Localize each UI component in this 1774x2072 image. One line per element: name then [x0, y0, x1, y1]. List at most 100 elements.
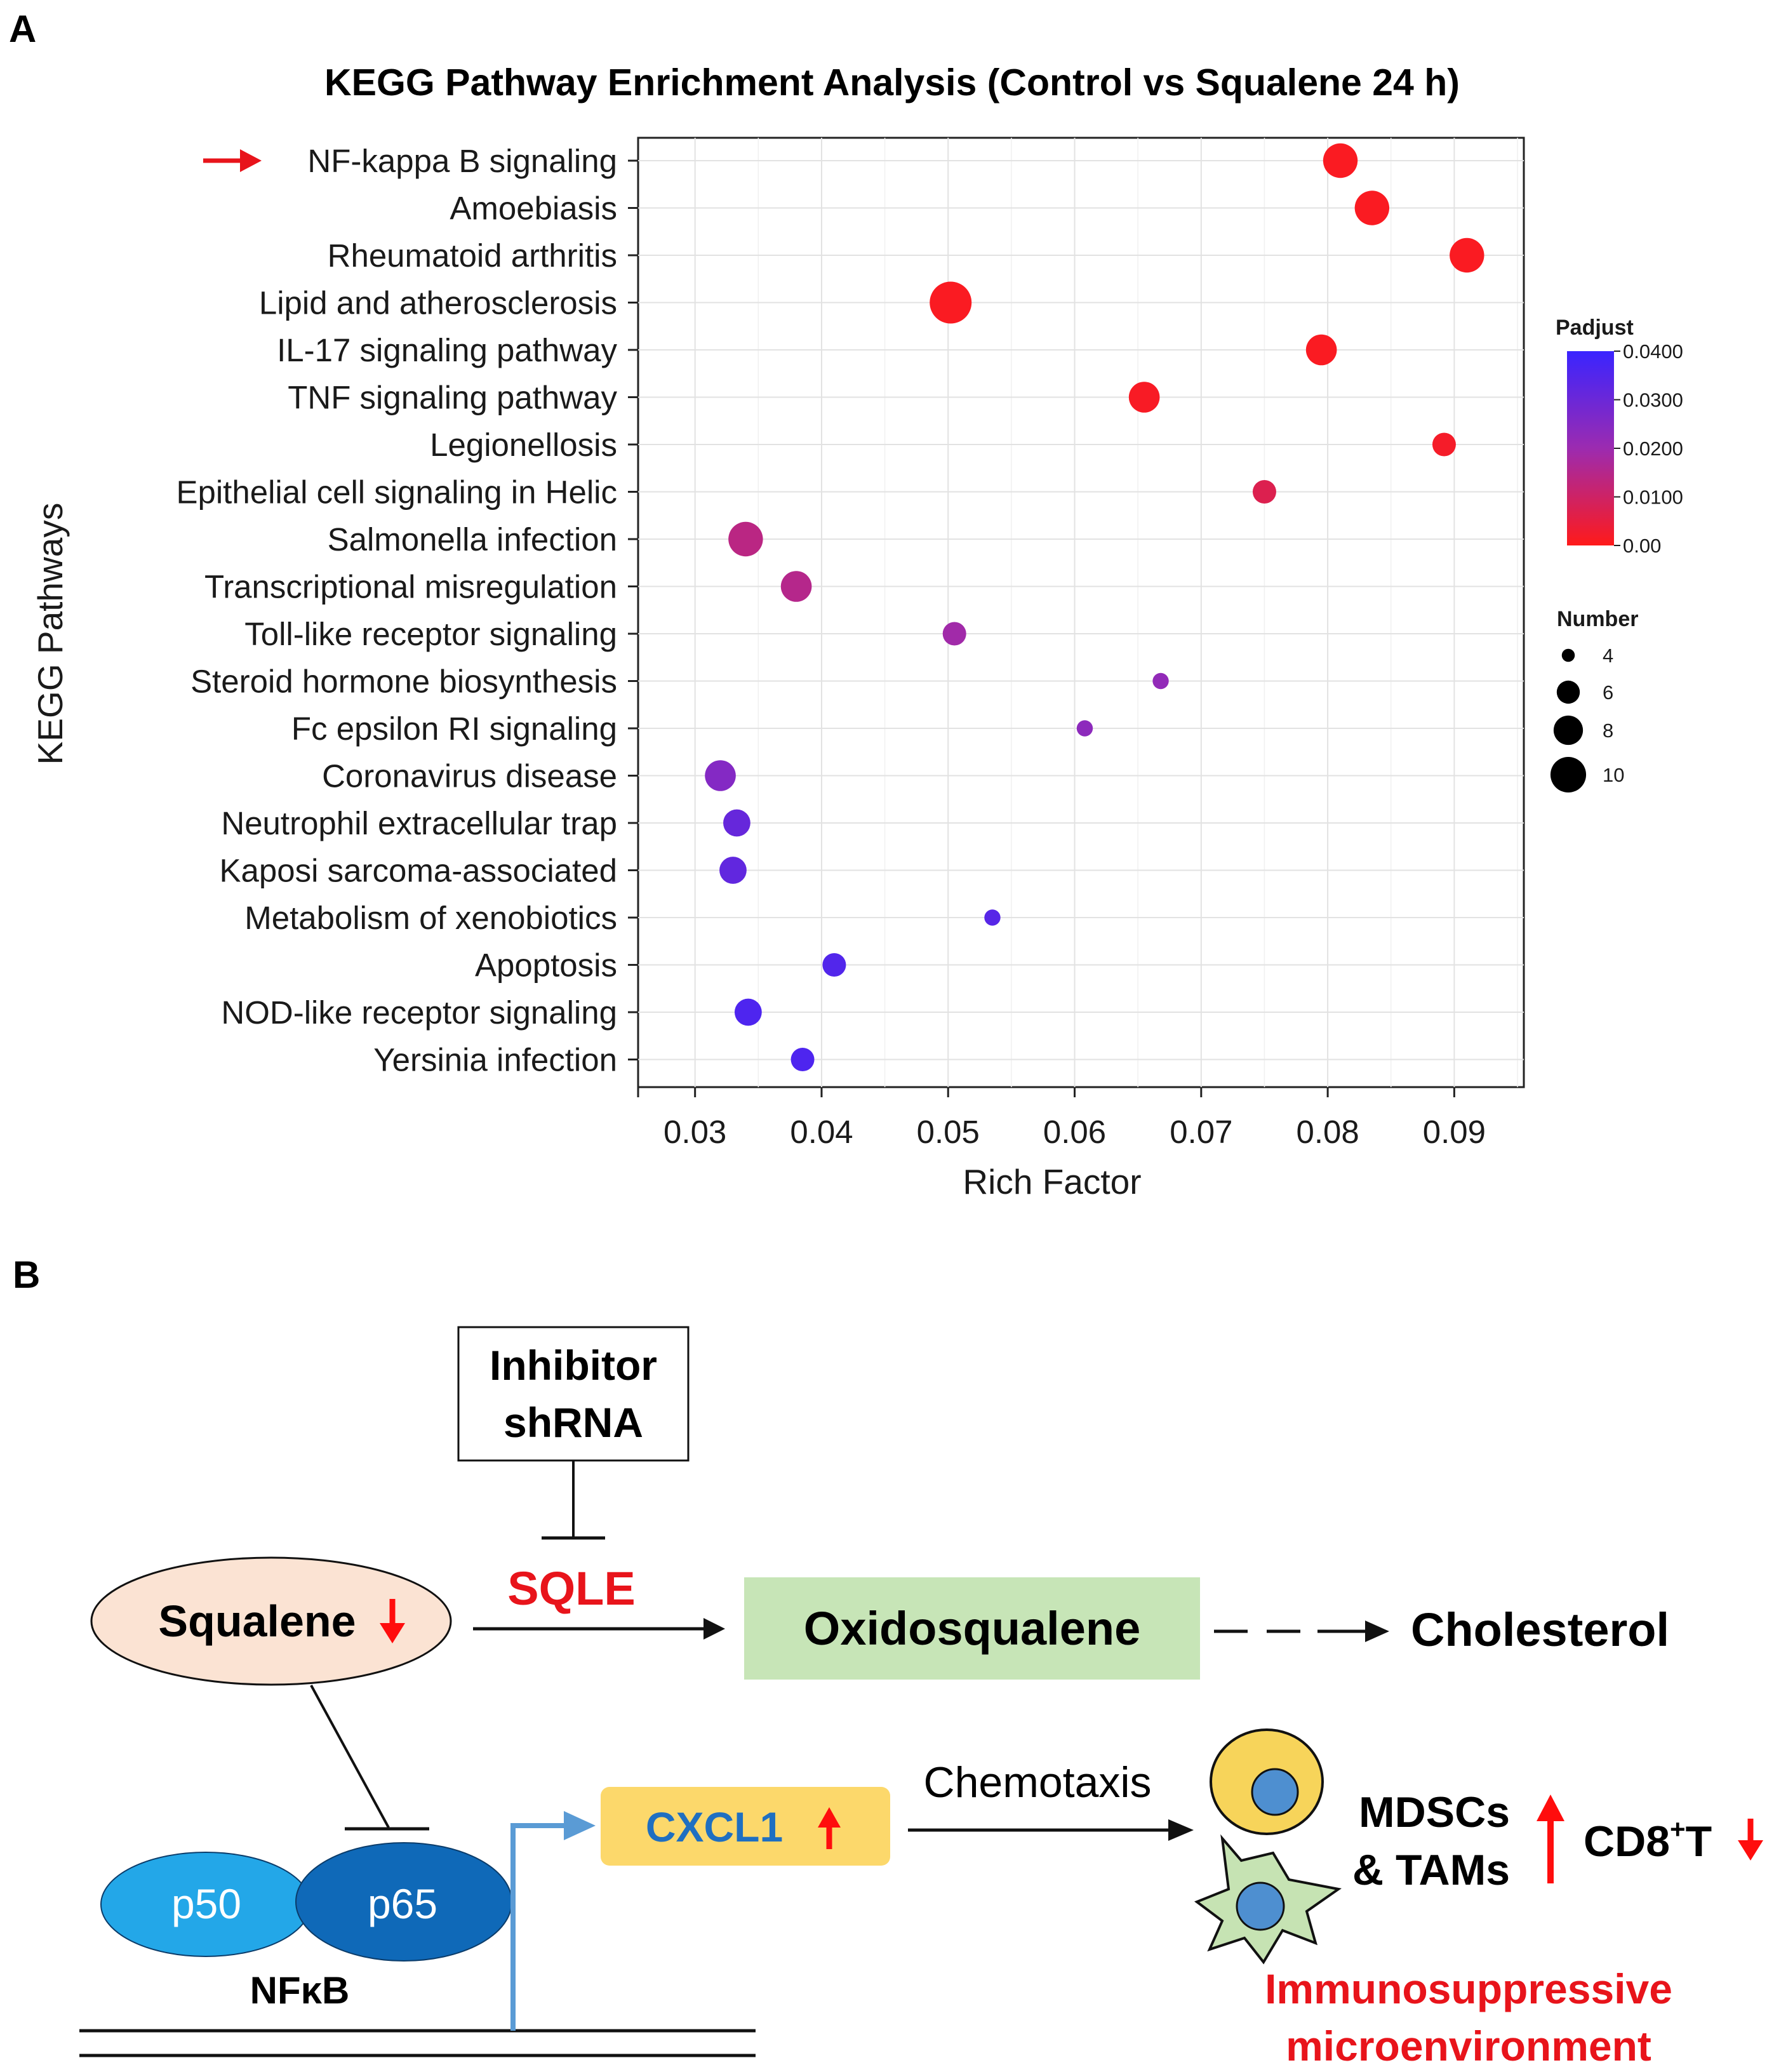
padjust-legend-ticks: 0.0400 0.0300 0.0200 0.0100 0.00	[1614, 340, 1683, 557]
data-point	[1128, 382, 1160, 413]
cxcl1-label: CXCL1	[646, 1803, 783, 1850]
padjust-tick-label: 0.0300	[1623, 389, 1683, 411]
data-point	[719, 857, 747, 884]
y-tick-label: NF-kappa B signaling	[307, 143, 617, 179]
y-tick-label: Salmonella infection	[328, 521, 617, 558]
data-point	[1323, 143, 1358, 178]
padjust-colorbar	[1567, 351, 1614, 545]
chemotaxis-arrowhead	[1168, 1819, 1194, 1841]
padjust-legend-title: Padjust	[1556, 316, 1634, 340]
data-point	[822, 953, 846, 977]
cxcl1-node	[601, 1787, 890, 1866]
y-tick-label: Amoebiasis	[450, 190, 617, 227]
mdscs-up-arrow	[1537, 1795, 1564, 1883]
data-point	[1432, 432, 1456, 457]
number-legend-label: 8	[1603, 719, 1613, 742]
highlight-arrow	[203, 149, 262, 172]
padjust-tick-label: 0.00	[1623, 535, 1661, 557]
y-tick-label: Kaposi sarcoma-associated	[220, 853, 617, 889]
y-tick-label: Transcriptional misregulation	[204, 569, 617, 605]
number-legend-dot	[1556, 680, 1580, 704]
number-legend-items: 4 6 8 10	[1550, 645, 1624, 793]
y-tick-label: Apoptosis	[475, 947, 617, 984]
squalene-down-arrow	[380, 1599, 405, 1643]
cd8-down-arrow	[1738, 1819, 1763, 1861]
x-tick-label: 0.04	[790, 1114, 853, 1150]
nfkb-label: NFκB	[250, 1969, 350, 2012]
x-tick-label: 0.06	[1043, 1114, 1106, 1150]
number-legend-label: 10	[1603, 764, 1624, 786]
x-tick-label: 0.03	[664, 1114, 726, 1150]
sqle-arrowhead	[704, 1618, 725, 1640]
inhibitor-box	[457, 1326, 690, 1462]
number-legend-title: Number	[1557, 607, 1638, 631]
y-tick-label: NOD-like receptor signaling	[221, 994, 617, 1031]
number-legend-label: 4	[1603, 645, 1613, 667]
number-legend-dot	[1550, 756, 1587, 793]
y-ticks: NF-kappa B signaling Amoebiasis Rheumatoid…	[176, 143, 638, 1078]
y-tick-label: Steroid hormone biosynthesis	[190, 664, 617, 700]
gridlines	[638, 138, 1524, 1087]
data-point	[780, 571, 812, 602]
data-point	[930, 281, 972, 324]
y-tick-label: Coronavirus disease	[322, 758, 617, 794]
cholesterol-dashed-arrow	[1214, 1621, 1389, 1642]
panel-b-letter: B	[13, 1253, 40, 1296]
shrna-label: shRNA	[504, 1399, 643, 1446]
cxcl1-up-arrow	[818, 1807, 841, 1849]
oxidosqualene-node	[744, 1577, 1200, 1680]
mdsc-cell-icon	[1210, 1728, 1324, 1835]
y-tick-label: IL-17 signaling pathway	[277, 332, 617, 368]
plot-frame	[637, 137, 1525, 1088]
data-point	[1305, 334, 1337, 366]
data-point	[984, 909, 1001, 926]
squalene-node	[90, 1556, 452, 1686]
x-axis-label: Rich Factor	[963, 1162, 1141, 1201]
y-tick-label: Yersinia infection	[373, 1042, 617, 1078]
transcription-arrow	[510, 1811, 596, 2031]
mdscs-label: MDSCs	[1359, 1788, 1510, 1836]
y-tick-label: Lipid and atherosclerosis	[259, 285, 617, 321]
data-point	[705, 760, 736, 791]
data-point	[1076, 720, 1093, 737]
plot-area: NF-kappa B signaling Amoebiasis Rheumatoid…	[176, 137, 1525, 1150]
padjust-tick-label: 0.0100	[1623, 486, 1683, 509]
data-points	[705, 143, 1484, 1071]
padjust-tick-label: 0.0200	[1623, 438, 1683, 460]
y-tick-label: Legionellosis	[430, 427, 617, 463]
data-point	[734, 998, 762, 1026]
data-point	[1354, 190, 1390, 225]
cholesterol-label: Cholesterol	[1411, 1603, 1669, 1656]
data-point	[1450, 237, 1484, 273]
inhibitor-label: Inhibitor	[490, 1342, 657, 1389]
padjust-tick-label: 0.0400	[1623, 340, 1683, 363]
y-axis-label: KEGG Pathways	[30, 503, 70, 765]
squalene-inhibition-line	[310, 1685, 390, 1828]
tams-label: & TAMs	[1352, 1846, 1510, 1894]
x-tick-label: 0.09	[1423, 1114, 1486, 1150]
immunosuppressive-label: Immunosuppressive	[1265, 1965, 1672, 2012]
chemotaxis-label: Chemotaxis	[923, 1758, 1151, 1807]
panel-a-letter: A	[9, 8, 36, 50]
data-point	[1152, 672, 1169, 690]
sqle-label: SQLE	[507, 1562, 635, 1615]
y-tick-label: Rheumatoid arthritis	[328, 237, 617, 274]
number-legend-dot	[1561, 648, 1575, 662]
p50-label: p50	[171, 1880, 241, 1927]
tam-cell-icon	[1194, 1834, 1342, 1965]
y-tick-label: Fc epsilon RI signaling	[291, 711, 617, 747]
y-tick-label: Epithelial cell signaling in Helic	[176, 474, 617, 511]
data-point	[728, 521, 763, 557]
number-legend-label: 6	[1603, 681, 1613, 704]
data-point	[790, 1048, 815, 1071]
y-tick-label: Neutrophil extracellular trap	[221, 805, 617, 841]
p65-label: p65	[368, 1880, 437, 1927]
data-point	[1252, 480, 1276, 504]
y-tick-label: Metabolism of xenobiotics	[244, 900, 617, 936]
x-tick-label: 0.08	[1296, 1114, 1359, 1150]
y-tick-label: TNF signaling pathway	[288, 380, 617, 416]
cd8-label: CD8+T	[1584, 1814, 1712, 1866]
squalene-label: Squalene	[158, 1596, 356, 1646]
y-tick-label: Toll-like receptor signaling	[244, 616, 617, 652]
